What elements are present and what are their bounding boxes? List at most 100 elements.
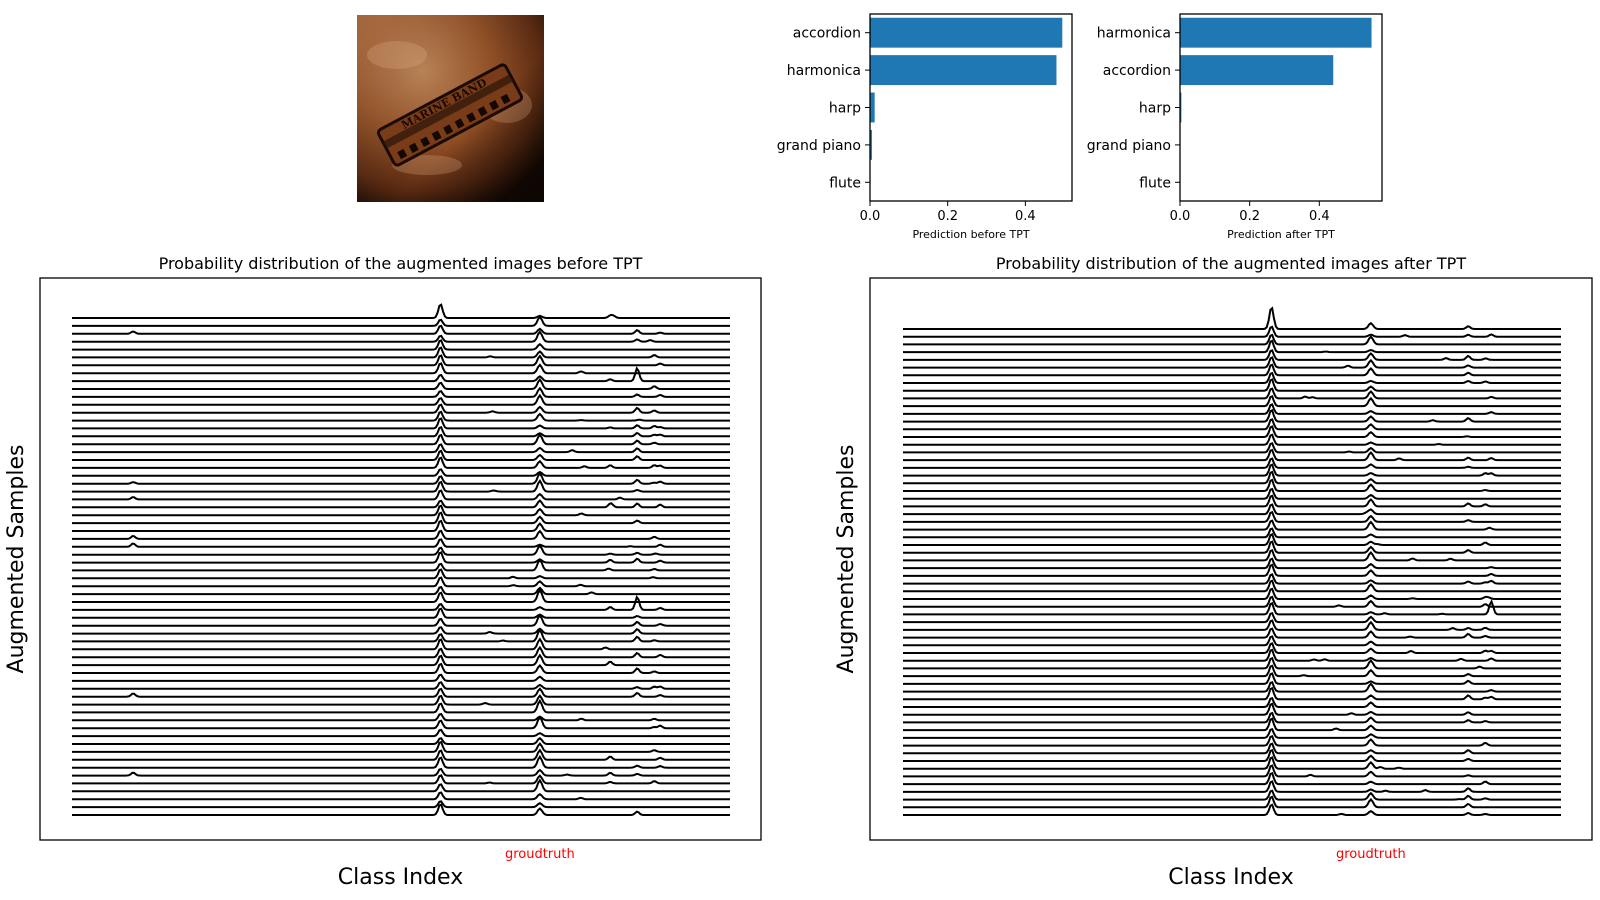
sample-line-31 [903,557,1561,570]
bar-0 [870,17,1063,48]
sample-line-49 [903,696,1561,708]
bar-1 [870,55,1057,86]
axes-frame [39,277,762,841]
ridge-lines [903,306,1561,816]
sample-line-37 [903,599,1561,616]
category-label-3: grand piano [777,138,861,154]
sample-line-21 [903,478,1561,492]
groundtruth-label: groudtruth [505,847,575,862]
ridge-chart-after: Probability distribution of the augmente… [834,254,1593,890]
category-label-3: grand piano [1087,138,1171,154]
x-axis-label: Prediction after TPT [1227,228,1335,241]
sample-line-41 [72,628,730,643]
sample-line-61 [903,789,1561,801]
sample-line-9 [903,387,1561,400]
sample-line-6 [72,354,730,367]
sample-line-58 [903,764,1561,778]
sample-line-11 [903,403,1561,415]
chart-title: Probability distribution of the augmente… [159,254,643,273]
sample-line-20 [903,470,1561,485]
sample-line-43 [72,645,730,659]
bar-chart-before: accordion harmonica harp grand piano flute 0.… [777,13,1073,241]
sample-line-22 [903,487,1561,500]
sample-line-51 [903,711,1561,724]
sample-line-30 [903,548,1561,562]
sample-line-22 [72,479,730,493]
sample-line-35 [72,585,730,596]
sample-line-11 [72,393,730,406]
bar-1 [1180,55,1334,86]
x-axis-label: Class Index [1168,865,1293,890]
xtick-label-1: 0.2 [937,209,958,224]
sample-line-26 [903,519,1561,531]
sample-line-41 [903,635,1561,647]
sample-line-23 [903,494,1561,508]
chart-title: Probability distribution of the augmente… [996,254,1466,273]
sample-line-34 [72,576,730,588]
sample-line-30 [72,544,730,556]
sample-line-32 [903,563,1561,577]
sample-line-31 [72,551,730,564]
sample-line-47 [72,681,730,690]
sample-line-44 [903,656,1561,670]
bar-chart-after: harmonica accordion harp grand piano flute 0.… [1087,13,1383,241]
sample-line-18 [72,449,730,461]
sample-line-16 [903,442,1561,454]
axes-frame [1179,13,1383,202]
sample-line-59 [72,774,730,785]
sample-line-54 [72,736,730,745]
sample-line-52 [903,717,1561,732]
axes-frame [869,277,1593,841]
sample-line-36 [903,595,1561,608]
sample-line-59 [903,771,1561,786]
sample-line-20 [72,468,730,477]
sample-line-51 [72,712,730,722]
sample-line-58 [72,767,730,777]
xtick-label-2: 0.4 [1015,209,1036,224]
sample-line-46 [903,672,1561,685]
category-label-2: harp [1139,101,1171,117]
sample-line-14 [72,417,730,430]
sample-line-8 [903,378,1561,392]
sample-line-15 [72,426,730,438]
sample-line-53 [903,727,1561,739]
sample-line-60 [72,778,730,793]
sample-line-49 [72,694,730,706]
sample-line-46 [72,673,730,682]
sample-line-38 [903,611,1561,624]
sample-line-33 [72,568,730,580]
bar-2 [870,92,875,123]
sample-line-17 [903,448,1561,462]
sample-line-23 [72,489,730,501]
sample-line-29 [903,540,1561,554]
sample-line-40 [903,627,1561,639]
sample-line-39 [903,619,1561,631]
sample-line-14 [903,425,1561,438]
sample-line-19 [903,463,1561,477]
sample-line-32 [72,557,730,572]
sample-line-53 [72,728,730,738]
y-axis-label: Augmented Samples [834,445,859,674]
sample-line-7 [903,371,1561,384]
sample-line-6 [903,363,1561,377]
sample-line-17 [72,443,730,454]
sample-line-43 [903,648,1561,662]
sample-line-18 [903,457,1561,469]
harmonica-image: MARINE BAND [357,15,544,202]
category-label-0: accordion [793,26,861,42]
sample-line-52 [72,715,730,730]
sample-line-39 [72,613,730,627]
sample-line-55 [903,742,1561,755]
sample-line-63 [903,803,1561,816]
bar-2 [1180,92,1182,123]
sample-line-3 [72,330,730,343]
sample-line-29 [72,538,730,548]
sample-line-8 [72,366,730,383]
sample-line-5 [72,346,730,359]
sample-line-25 [72,504,730,517]
xtick-label-0: 0.0 [860,209,881,224]
sample-line-42 [903,642,1561,654]
sample-line-7 [72,362,730,375]
sample-line-50 [72,698,730,714]
